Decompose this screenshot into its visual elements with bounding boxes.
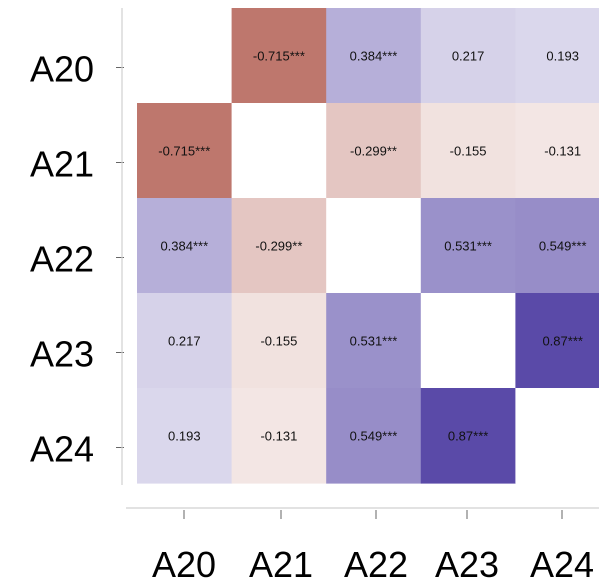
x-tick-label: A21 (249, 544, 313, 585)
heatmap-cell-A21-A24 (515, 103, 599, 199)
heatmap-cell-A22-A20 (137, 198, 233, 294)
y-tick-label: A23 (30, 334, 94, 375)
cell-value-label: -0.715*** (253, 49, 305, 64)
cell-value-label: 0.549*** (539, 239, 587, 254)
x-tick-label: A20 (152, 544, 216, 585)
heatmap-cell-A20-A23 (420, 8, 516, 104)
heatmap-cell-A21-A21 (231, 103, 327, 199)
cell-value-label: 0.193 (546, 49, 579, 64)
heatmap-cell-A23-A24 (515, 293, 599, 389)
x-tick-label: A23 (435, 544, 499, 585)
heatmap-cell-A20-A24 (515, 8, 599, 104)
cell-value-label: -0.299** (350, 144, 397, 159)
heatmap-cell-A20-A22 (326, 8, 422, 104)
heatmap-cell-A22-A24 (515, 198, 599, 294)
y-tick-label: A24 (30, 429, 94, 470)
heatmap-cell-A23-A21 (231, 293, 327, 389)
cell-value-label: 0.384*** (350, 49, 398, 64)
heatmap-cell-A20-A21 (231, 8, 327, 104)
cell-value-label: 0.531*** (444, 239, 492, 254)
cell-value-label: 0.217 (168, 334, 201, 349)
cell-value-label: -0.155 (450, 144, 487, 159)
y-tick-label: A22 (30, 239, 94, 280)
heatmap-cell-A24-A20 (137, 388, 233, 484)
heatmap-cells (137, 8, 599, 484)
heatmap-cell-A24-A22 (326, 388, 422, 484)
x-tick-label: A24 (530, 544, 594, 585)
cell-value-label: -0.131 (544, 144, 581, 159)
x-tick-label: A22 (344, 544, 408, 585)
cell-value-label: 0.384*** (160, 239, 208, 254)
cell-value-label: -0.299** (255, 239, 302, 254)
cell-value-label: -0.155 (260, 334, 297, 349)
cell-value-label: 0.87*** (542, 334, 582, 349)
x-axis: A20 A21 A22 A23 A24 (126, 507, 599, 585)
heatmap-cell-A21-A20 (137, 103, 233, 199)
heatmap-cell-A21-A22 (326, 103, 422, 199)
heatmap-cell-A24-A24 (515, 388, 599, 484)
heatmap-cell-A23-A20 (137, 293, 233, 389)
heatmap-cell-A21-A23 (420, 103, 516, 199)
y-axis: A20 A21 A22 A23 A24 (30, 8, 124, 485)
heatmap-cell-A23-A22 (326, 293, 422, 389)
cell-value-label: 0.549*** (350, 429, 398, 444)
y-tick-label: A21 (30, 144, 94, 185)
cell-value-label: -0.715*** (158, 144, 210, 159)
heatmap-cell-A20-A20 (137, 8, 233, 104)
heatmap-cell-A22-A21 (231, 198, 327, 294)
cell-value-label: 0.87*** (448, 429, 488, 444)
cell-value-label: 0.217 (452, 49, 485, 64)
heatmap-cell-A23-A23 (420, 293, 516, 389)
cell-value-label: 0.193 (168, 429, 201, 444)
heatmap-cell-A24-A21 (231, 388, 327, 484)
heatmap-cell-A22-A23 (420, 198, 516, 294)
cell-value-label: -0.131 (260, 429, 297, 444)
heatmap-cell-labels: -0.715*** 0.384*** 0.217 0.193 -0.715*** -0.2… (158, 49, 586, 444)
cell-value-label: 0.531*** (350, 334, 398, 349)
heatmap-cell-A24-A23 (420, 388, 516, 484)
heatmap-cell-A22-A22 (326, 198, 422, 294)
y-tick-label: A20 (30, 49, 94, 90)
